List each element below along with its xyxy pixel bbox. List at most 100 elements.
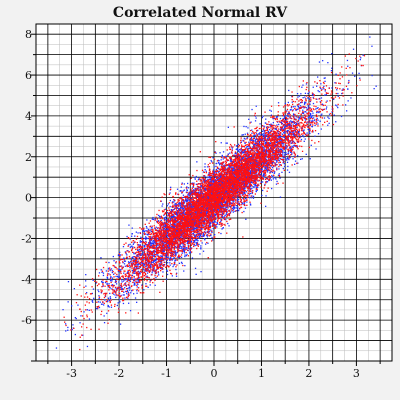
data-point: [119, 323, 122, 325]
data-point: [206, 207, 208, 209]
data-point: [286, 118, 288, 120]
data-point: [291, 101, 293, 103]
data-point: [330, 70, 333, 72]
data-point: [304, 138, 306, 140]
data-point: [134, 266, 136, 269]
data-point: [263, 174, 265, 176]
data-point: [113, 260, 115, 262]
data-point: [181, 208, 183, 210]
data-point: [249, 173, 252, 175]
data-point: [275, 128, 277, 130]
data-point: [307, 108, 309, 110]
data-point: [79, 322, 81, 324]
data-point: [187, 182, 189, 185]
data-point: [273, 132, 275, 134]
data-point: [127, 287, 129, 290]
data-point: [277, 102, 280, 104]
data-point: [251, 195, 253, 197]
data-point: [287, 150, 290, 153]
data-point: [300, 138, 303, 141]
data-point: [292, 132, 294, 134]
data-point: [331, 67, 333, 69]
data-point: [301, 112, 304, 114]
data-point: [263, 173, 266, 175]
data-point: [206, 234, 208, 236]
data-point: [126, 290, 129, 292]
data-point: [312, 93, 314, 95]
data-point: [187, 193, 189, 196]
data-point: [196, 227, 198, 229]
data-point: [109, 296, 111, 298]
data-point: [221, 181, 223, 183]
data-point: [206, 211, 208, 214]
data-point: [237, 165, 239, 168]
data-point: [275, 144, 277, 146]
data-point: [297, 155, 299, 157]
data-point: [145, 266, 147, 268]
data-point: [294, 163, 296, 165]
data-point: [191, 204, 193, 206]
data-point: [149, 242, 151, 244]
data-point: [146, 251, 148, 253]
data-point: [143, 230, 146, 233]
data-point: [105, 270, 107, 272]
data-point: [128, 262, 130, 264]
data-point: [177, 211, 180, 213]
data-point: [183, 210, 185, 213]
data-point: [115, 275, 117, 278]
data-point: [208, 192, 210, 194]
data-point: [207, 242, 209, 244]
data-point: [231, 192, 233, 195]
data-point: [95, 307, 98, 310]
data-point: [134, 272, 136, 274]
data-point: [250, 170, 252, 172]
data-point: [225, 156, 227, 158]
data-point: [255, 189, 257, 191]
data-point: [247, 127, 249, 129]
data-point: [128, 289, 131, 291]
data-point: [277, 137, 279, 139]
data-point: [212, 209, 214, 211]
data-point: [244, 192, 246, 195]
data-point: [307, 92, 309, 95]
data-point: [313, 119, 315, 122]
data-point: [173, 208, 175, 211]
data-point: [289, 124, 291, 126]
data-point: [316, 117, 318, 120]
data-point: [264, 143, 266, 145]
data-point: [73, 288, 75, 290]
data-point: [170, 216, 173, 218]
data-point: [295, 123, 297, 126]
data-point: [118, 259, 120, 261]
data-point: [170, 186, 172, 188]
data-point: [173, 250, 175, 252]
data-point: [284, 115, 287, 117]
data-point: [165, 216, 167, 218]
data-point: [284, 102, 286, 105]
data-point: [191, 229, 193, 231]
data-point: [210, 179, 213, 181]
data-point: [221, 228, 223, 230]
data-point: [375, 85, 377, 87]
data-point: [178, 208, 180, 210]
data-point: [112, 284, 114, 286]
data-point: [199, 234, 202, 237]
data-point: [199, 221, 201, 223]
data-point: [249, 181, 252, 183]
data-point: [271, 174, 273, 177]
data-point: [231, 148, 233, 150]
data-point: [285, 119, 287, 121]
data-point: [237, 150, 240, 152]
data-point: [178, 240, 180, 242]
data-point: [311, 94, 314, 96]
data-point: [260, 139, 263, 141]
data-point: [255, 172, 257, 174]
data-point: [371, 45, 373, 47]
data-point: [250, 137, 252, 139]
data-point: [237, 161, 239, 163]
data-point: [182, 197, 184, 199]
data-point: [234, 168, 236, 170]
data-point: [145, 237, 147, 239]
data-point: [160, 255, 162, 257]
